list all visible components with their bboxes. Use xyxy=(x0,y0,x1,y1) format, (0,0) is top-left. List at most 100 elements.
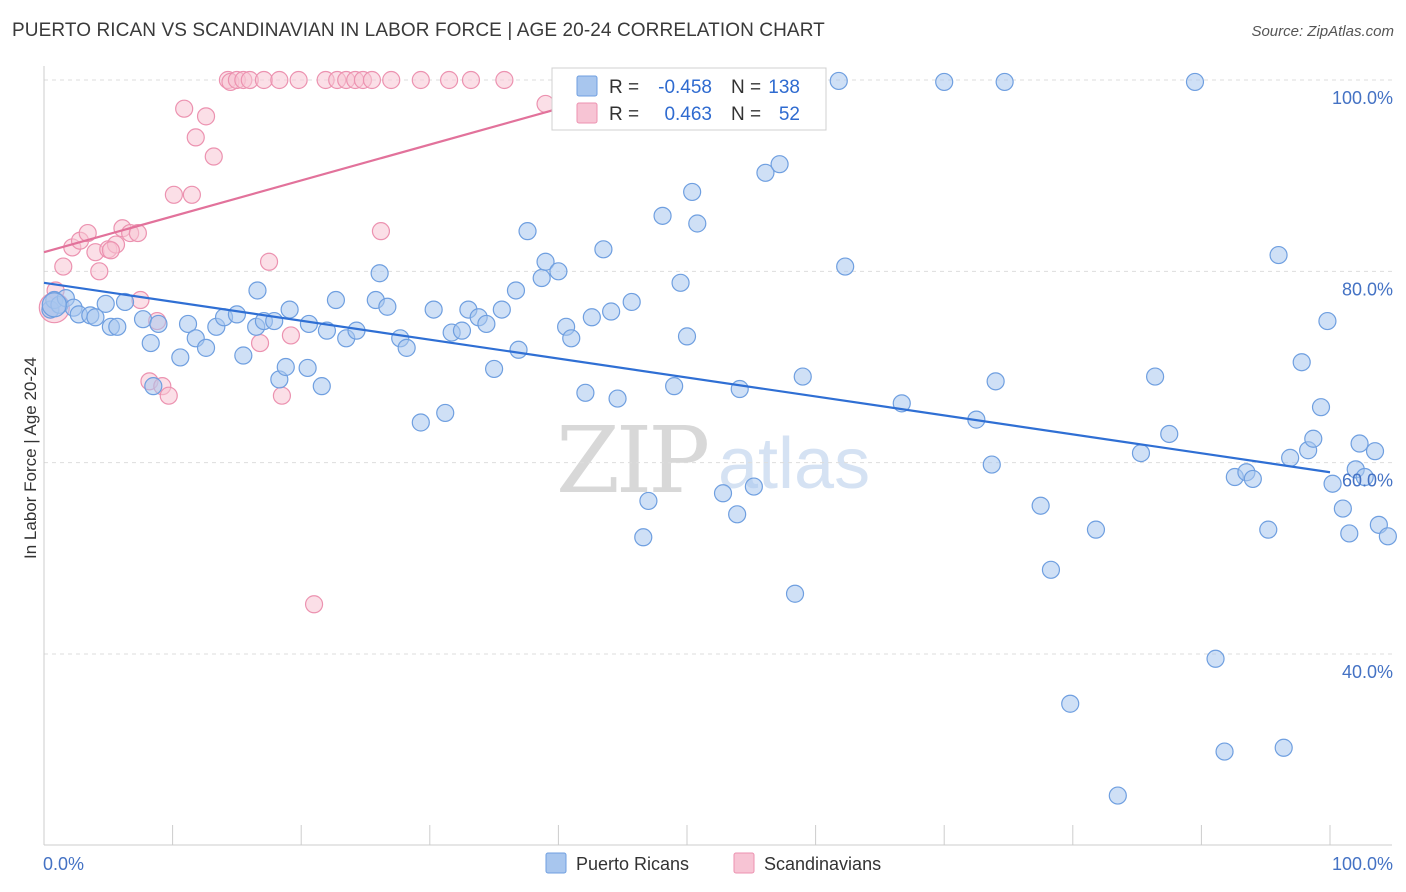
puerto-rican-trend-line xyxy=(43,281,1331,474)
puerto-rican-point-122 xyxy=(1378,527,1397,546)
puerto-rican-point-90 xyxy=(986,372,1005,391)
puerto-rican-point-64 xyxy=(602,302,621,321)
puerto-rican-point-32 xyxy=(298,358,317,378)
scandinavian-point-2 xyxy=(54,257,73,276)
puerto-rican-point-8 xyxy=(96,294,115,313)
puerto-rican-point-50 xyxy=(477,314,496,334)
puerto-rican-point-72 xyxy=(677,327,697,346)
x-tick-label-max: 100.0% xyxy=(1332,854,1393,874)
puerto-rican-point-101 xyxy=(1215,742,1234,761)
puerto-rican-point-81 xyxy=(785,584,805,603)
legend-r-value-scandinavians: 0.463 xyxy=(664,104,712,125)
puerto-rican-point-42 xyxy=(397,338,416,357)
puerto-rican-point-71 xyxy=(671,273,690,292)
puerto-rican-point-77 xyxy=(730,379,749,399)
puerto-rican-point-27 xyxy=(248,281,267,300)
puerto-rican-point-112 xyxy=(1311,398,1331,417)
puerto-rican-point-66 xyxy=(622,292,641,312)
correlation-legend: R = -0.458 N = 138 R = 0.463 N = 52 xyxy=(551,67,827,131)
puerto-rican-point-23 xyxy=(234,346,253,365)
puerto-rican-point-82 xyxy=(793,367,812,386)
puerto-rican-point-47 xyxy=(452,321,472,340)
puerto-rican-point-55 xyxy=(518,222,537,241)
series-legend: Puerto Ricans Scandinavians xyxy=(545,852,881,874)
puerto-rican-point-83 xyxy=(829,71,848,91)
scandinavian-point-23 xyxy=(196,107,216,126)
puerto-rican-point-74 xyxy=(688,214,707,233)
puerto-rican-point-108 xyxy=(1281,448,1300,467)
legend-r-value-puerto-ricans: -0.458 xyxy=(658,77,712,98)
scandinavian-point-31 xyxy=(254,70,274,90)
puerto-rican-point-30 xyxy=(280,300,299,319)
puerto-rican-point-97 xyxy=(1146,367,1165,386)
puerto-rican-point-68 xyxy=(634,528,653,547)
scandinavian-point-32 xyxy=(259,252,279,271)
scandinavian-point-44 xyxy=(371,222,391,241)
legend-box xyxy=(551,67,827,131)
puerto-rican-point-35 xyxy=(326,290,346,310)
puerto-rican-point-111 xyxy=(1304,429,1323,448)
scandinavian-point-46 xyxy=(411,70,430,90)
puerto-rican-point-63 xyxy=(594,240,613,259)
y-axis-label: In Labor Force | Age 20-24 xyxy=(21,357,40,559)
puerto-rican-point-116 xyxy=(1340,524,1359,543)
puerto-rican-point-61 xyxy=(576,383,595,402)
chart-source: Source: ZipAtlas.com xyxy=(1251,23,1394,40)
puerto-rican-point-115 xyxy=(1333,499,1352,518)
puerto-rican-point-15 xyxy=(141,333,160,353)
watermark-atlas: atlas xyxy=(718,424,870,504)
puerto-rican-point-29 xyxy=(276,357,295,377)
puerto-rican-point-105 xyxy=(1259,520,1278,539)
puerto-rican-point-113 xyxy=(1318,311,1337,331)
scandinavian-point-10 xyxy=(101,241,120,260)
bottom-legend-swatch-scandinavians xyxy=(733,852,755,874)
puerto-rican-point-60 xyxy=(562,329,581,348)
scandinavian-point-7 xyxy=(90,262,109,281)
scandinavian-points xyxy=(38,70,628,614)
puerto-rican-point-118 xyxy=(1350,434,1369,453)
puerto-rican-point-39 xyxy=(378,297,397,316)
puerto-rican-point-65 xyxy=(608,389,627,408)
bottom-legend-scandinavians: Scandinavians xyxy=(764,854,881,874)
puerto-rican-point-120 xyxy=(1365,442,1385,461)
y-tick-label-60: 60.0% xyxy=(1342,471,1393,491)
puerto-rican-point-98 xyxy=(1160,424,1179,444)
scandinavian-point-18 xyxy=(159,386,178,405)
puerto-rican-points xyxy=(41,71,1397,805)
scandinavian-point-37 xyxy=(304,595,324,614)
puerto-rican-point-40 xyxy=(370,264,389,283)
puerto-rican-point-62 xyxy=(582,308,601,327)
puerto-rican-point-91 xyxy=(1031,496,1050,515)
scandinavian-point-19 xyxy=(164,185,183,204)
legend-r-label: R = xyxy=(609,77,639,98)
puerto-rican-point-44 xyxy=(424,300,443,319)
puerto-rican-point-73 xyxy=(683,182,702,202)
legend-n-label: N = xyxy=(731,77,761,98)
scandinavian-point-47 xyxy=(439,70,459,90)
puerto-rican-point-58 xyxy=(549,262,568,281)
puerto-rican-point-109 xyxy=(1292,353,1311,372)
y-tick-label-40: 40.0% xyxy=(1342,662,1393,682)
puerto-rican-point-69 xyxy=(653,206,672,225)
puerto-rican-point-95 xyxy=(1108,786,1127,805)
scandinavian-point-21 xyxy=(182,185,201,204)
puerto-rican-point-104 xyxy=(1243,469,1262,489)
axes xyxy=(43,66,1392,846)
scandinavian-point-5 xyxy=(78,223,97,243)
legend-n-value-scandinavians: 52 xyxy=(779,104,800,125)
scandinavian-point-36 xyxy=(289,70,308,90)
puerto-rican-point-86 xyxy=(935,72,954,92)
puerto-rican-point-79 xyxy=(756,163,775,182)
scandinavian-point-14 xyxy=(131,290,150,310)
scandinavian-point-22 xyxy=(186,128,205,147)
scandinavian-point-45 xyxy=(382,70,401,90)
scandinavian-point-24 xyxy=(204,147,223,166)
puerto-rican-point-99 xyxy=(1185,72,1205,92)
puerto-rican-point-88 xyxy=(982,455,1001,474)
puerto-rican-point-12 xyxy=(133,310,153,329)
scandinavian-point-48 xyxy=(461,70,481,90)
puerto-rican-point-56 xyxy=(532,268,551,288)
scandinavian-point-30 xyxy=(250,333,270,353)
legend-swatch-scandinavians xyxy=(576,102,598,124)
puerto-rican-point-13 xyxy=(144,377,163,396)
